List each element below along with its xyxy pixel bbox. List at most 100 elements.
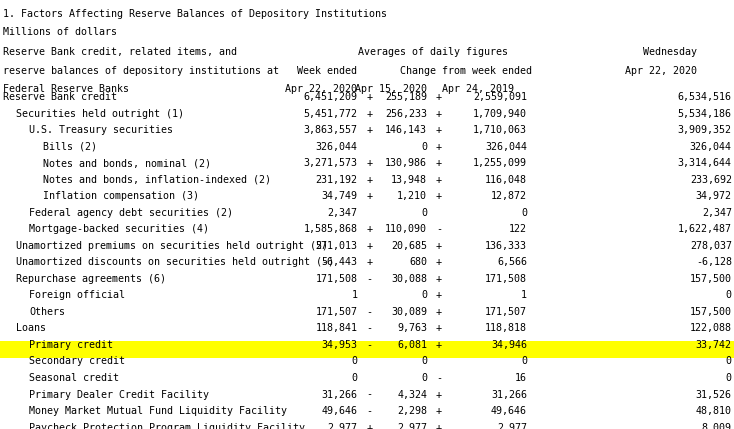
Text: 122,088: 122,088 (690, 323, 732, 333)
Text: Federal Reserve Banks: Federal Reserve Banks (3, 84, 129, 94)
Text: +: + (366, 257, 372, 267)
Text: 20,685: 20,685 (391, 241, 427, 251)
Text: 110,090: 110,090 (385, 224, 427, 234)
Text: 136,333: 136,333 (485, 241, 527, 251)
Text: +: + (436, 274, 442, 284)
Text: Mortgage-backed securities (4): Mortgage-backed securities (4) (29, 224, 209, 234)
Text: +: + (436, 257, 442, 267)
Text: Reserve Bank credit, related items, and: Reserve Bank credit, related items, and (3, 47, 237, 57)
Text: 278,037: 278,037 (690, 241, 732, 251)
Text: -: - (366, 274, 372, 284)
Text: 0: 0 (421, 373, 427, 383)
Text: 48,810: 48,810 (696, 406, 732, 416)
Text: 8,009: 8,009 (702, 423, 732, 429)
Text: 157,500: 157,500 (690, 307, 732, 317)
Text: Change from week ended: Change from week ended (400, 66, 532, 76)
Text: 171,507: 171,507 (485, 307, 527, 317)
Text: 146,143: 146,143 (385, 125, 427, 135)
Text: Notes and bonds, inflation-indexed (2): Notes and bonds, inflation-indexed (2) (43, 175, 271, 185)
Text: +: + (436, 406, 442, 416)
Text: 171,508: 171,508 (316, 274, 357, 284)
Text: +: + (436, 191, 442, 201)
Text: +: + (366, 125, 372, 135)
Text: -: - (436, 373, 442, 383)
Text: 34,749: 34,749 (321, 191, 357, 201)
Text: 0: 0 (352, 373, 357, 383)
Text: 34,972: 34,972 (696, 191, 732, 201)
Text: Federal agency debt securities (2): Federal agency debt securities (2) (29, 208, 233, 218)
Text: Bills (2): Bills (2) (43, 142, 97, 152)
Text: 0: 0 (421, 356, 427, 366)
Text: 0: 0 (421, 208, 427, 218)
Text: +: + (436, 307, 442, 317)
Text: Unamortized discounts on securities held outright (5): Unamortized discounts on securities held… (16, 257, 334, 267)
Text: Unamortized premiums on securities held outright (5): Unamortized premiums on securities held … (16, 241, 328, 251)
Text: Secondary credit: Secondary credit (29, 356, 126, 366)
Text: +: + (436, 175, 442, 185)
Text: 2,298: 2,298 (397, 406, 427, 416)
Text: 0: 0 (726, 373, 732, 383)
Text: +: + (436, 109, 442, 119)
Text: -: - (436, 224, 442, 234)
Text: 1,210: 1,210 (397, 191, 427, 201)
Text: +: + (366, 175, 372, 185)
Text: 6,081: 6,081 (397, 340, 427, 350)
Text: 326,044: 326,044 (316, 142, 357, 152)
Text: 2,347: 2,347 (702, 208, 732, 218)
Text: 31,526: 31,526 (696, 390, 732, 399)
Text: +: + (436, 125, 442, 135)
Text: 2,977: 2,977 (497, 423, 527, 429)
Text: +: + (436, 340, 442, 350)
Text: 49,646: 49,646 (321, 406, 357, 416)
Text: Securities held outright (1): Securities held outright (1) (16, 109, 184, 119)
Text: 6,451,209: 6,451,209 (303, 92, 357, 102)
Text: -: - (366, 323, 372, 333)
Text: +: + (436, 323, 442, 333)
Text: Primary credit: Primary credit (29, 340, 113, 350)
Text: 3,909,352: 3,909,352 (677, 125, 732, 135)
Text: 326,044: 326,044 (690, 142, 732, 152)
Text: 2,347: 2,347 (327, 208, 357, 218)
Text: +: + (436, 158, 442, 168)
FancyBboxPatch shape (0, 341, 734, 359)
Text: 116,048: 116,048 (485, 175, 527, 185)
Text: +: + (366, 241, 372, 251)
Text: -: - (366, 307, 372, 317)
Text: 5,451,772: 5,451,772 (303, 109, 357, 119)
Text: 33,742: 33,742 (696, 340, 732, 350)
Text: 12,872: 12,872 (491, 191, 527, 201)
Text: -: - (366, 390, 372, 399)
Text: Primary Dealer Credit Facility: Primary Dealer Credit Facility (29, 390, 209, 399)
Text: 30,088: 30,088 (391, 274, 427, 284)
Text: 0: 0 (421, 290, 427, 300)
Text: 13,948: 13,948 (391, 175, 427, 185)
Text: Loans: Loans (16, 323, 46, 333)
Text: 1,585,868: 1,585,868 (303, 224, 357, 234)
Text: 122: 122 (509, 224, 527, 234)
Text: 0: 0 (726, 356, 732, 366)
Text: 5,534,186: 5,534,186 (677, 109, 732, 119)
Text: 3,314,644: 3,314,644 (677, 158, 732, 168)
Text: Notes and bonds, nominal (2): Notes and bonds, nominal (2) (43, 158, 211, 168)
Text: 16: 16 (515, 373, 527, 383)
Text: 1,255,099: 1,255,099 (473, 158, 527, 168)
Text: Money Market Mutual Fund Liquidity Facility: Money Market Mutual Fund Liquidity Facil… (29, 406, 287, 416)
Text: 130,986: 130,986 (385, 158, 427, 168)
Text: 30,089: 30,089 (391, 307, 427, 317)
Text: -6,128: -6,128 (696, 257, 732, 267)
Text: +: + (366, 191, 372, 201)
Text: 1,709,940: 1,709,940 (473, 109, 527, 119)
Text: 1,622,487: 1,622,487 (677, 224, 732, 234)
Text: 6,534,516: 6,534,516 (677, 92, 732, 102)
Text: 171,507: 171,507 (316, 307, 357, 317)
Text: 2,977: 2,977 (397, 423, 427, 429)
Text: +: + (436, 423, 442, 429)
Text: 49,646: 49,646 (491, 406, 527, 416)
Text: 34,953: 34,953 (321, 340, 357, 350)
Text: 271,013: 271,013 (316, 241, 357, 251)
Text: 326,044: 326,044 (485, 142, 527, 152)
Text: Wednesday: Wednesday (643, 47, 697, 57)
Text: 3,863,557: 3,863,557 (303, 125, 357, 135)
Text: +: + (366, 109, 372, 119)
Text: 0: 0 (726, 290, 732, 300)
